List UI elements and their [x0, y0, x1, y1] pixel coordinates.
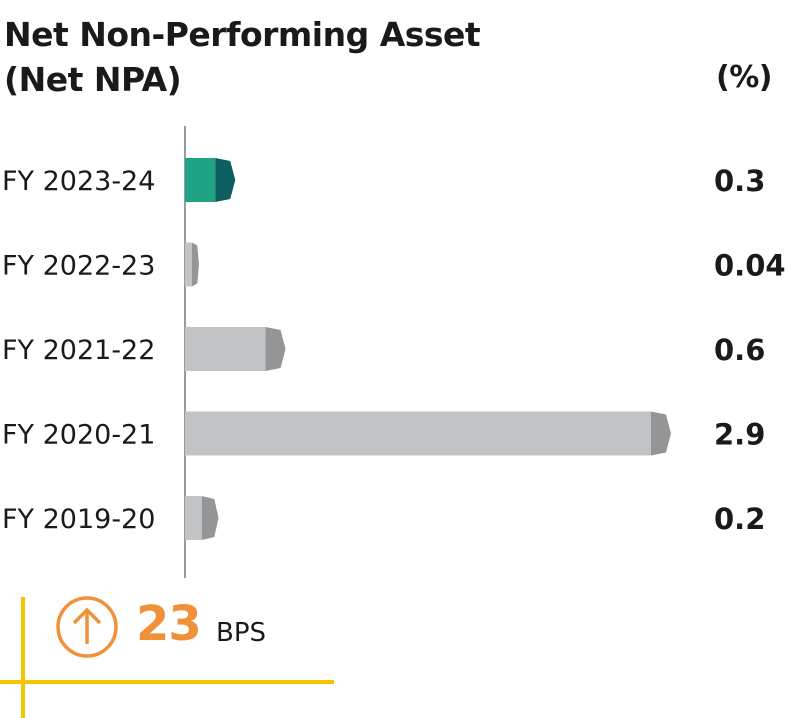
- value-label-3: 2.9: [714, 418, 765, 452]
- category-label-2: FY 2021-22: [2, 335, 155, 366]
- chart-title-line2: (Net NPA): [4, 60, 182, 99]
- category-label-1: FY 2022-23: [2, 251, 155, 282]
- bar-3: [185, 411, 651, 456]
- chart-title-line1: Net Non-Performing Asset: [4, 15, 481, 54]
- bar-cap-1: [192, 242, 199, 287]
- category-label-3: FY 2020-21: [2, 420, 155, 451]
- category-label-0: FY 2023-24: [2, 166, 155, 197]
- chart-title: Net Non-Performing Asset (Net NPA): [4, 12, 481, 102]
- bar-cap-4: [201, 496, 219, 540]
- bar-2: [185, 327, 266, 371]
- bps-unit: BPS: [216, 618, 267, 648]
- value-label-0: 0.3: [714, 164, 765, 198]
- bar-chart: FY 2023-24 0.3 FY 2022-23 0.04 FY 2021-22 0.6…: [2, 126, 786, 578]
- bar-0: [185, 158, 216, 202]
- accent-vertical-line: [21, 597, 25, 718]
- bar-cap-0: [215, 158, 236, 202]
- bps-value: 23: [136, 596, 202, 652]
- category-label-4: FY 2019-20: [2, 504, 155, 535]
- bar-cap-3: [651, 411, 671, 456]
- value-label-4: 0.2: [714, 502, 765, 536]
- arrow-up-circle-icon: [56, 596, 118, 658]
- accent-horizontal-line: [0, 680, 334, 684]
- value-label-2: 0.6: [714, 333, 765, 367]
- bar-4: [185, 496, 202, 540]
- bar-1: [185, 242, 192, 287]
- unit-label: (%): [716, 60, 772, 95]
- bar-cap-2: [265, 327, 286, 371]
- value-label-1: 0.04: [714, 249, 786, 283]
